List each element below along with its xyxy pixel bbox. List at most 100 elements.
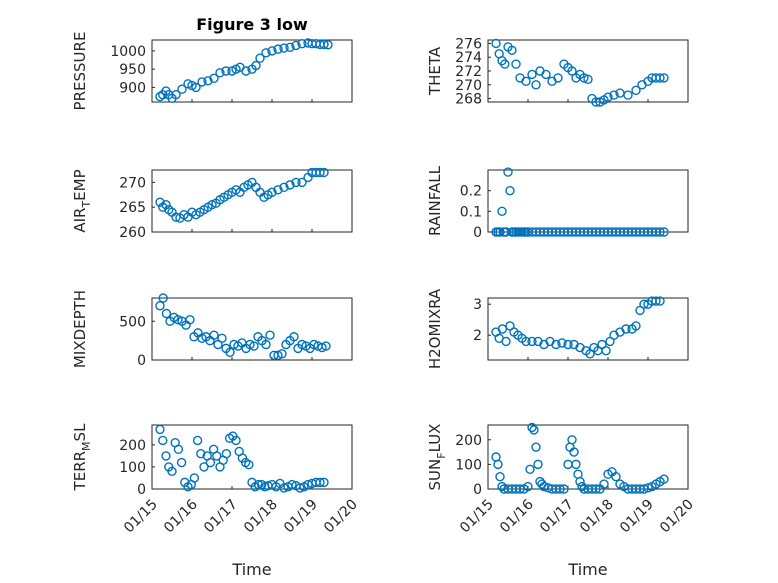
data-point bbox=[225, 347, 235, 357]
data-point bbox=[601, 346, 611, 356]
data-point bbox=[557, 338, 567, 348]
data-point bbox=[203, 76, 213, 86]
data-point bbox=[192, 435, 203, 446]
data-point bbox=[659, 73, 669, 83]
data-point bbox=[521, 336, 531, 347]
data-point bbox=[559, 484, 569, 494]
x-tick-label: 01/18 bbox=[241, 497, 281, 537]
y-tick-label: 2 bbox=[473, 328, 482, 344]
data-point bbox=[285, 180, 295, 190]
data-point bbox=[171, 90, 181, 100]
data-point bbox=[161, 308, 172, 319]
subplot-8: 0 100 200 SUNFLUX bbox=[426, 422, 689, 498]
data-point bbox=[507, 45, 517, 56]
data-point bbox=[251, 60, 261, 71]
data-point bbox=[215, 68, 225, 78]
y-tick-label: 272 bbox=[455, 64, 482, 80]
data-point bbox=[287, 479, 297, 490]
data-point bbox=[176, 457, 187, 468]
data-point bbox=[527, 336, 537, 347]
data-point bbox=[567, 435, 577, 445]
y-tick-label: 268 bbox=[455, 92, 482, 108]
data-point bbox=[291, 40, 301, 51]
data-point bbox=[241, 66, 251, 76]
y-axis-label: TERRMSL bbox=[71, 423, 93, 492]
y-tick-label: 200 bbox=[119, 438, 146, 454]
subplot-3: 260 265 270 AIRTEMP bbox=[71, 167, 353, 241]
axes-box bbox=[487, 39, 689, 103]
data-point bbox=[244, 460, 254, 470]
data-point bbox=[501, 336, 511, 347]
data-point bbox=[155, 301, 165, 311]
data-point bbox=[531, 442, 541, 452]
data-point bbox=[497, 481, 507, 492]
y-tick-label: 1000 bbox=[110, 44, 146, 60]
x-tick-label: 01/15 bbox=[121, 497, 161, 537]
y-tick-label: 0 bbox=[473, 225, 482, 241]
data-point bbox=[267, 46, 277, 56]
data-point bbox=[297, 38, 307, 49]
data-point bbox=[495, 471, 505, 482]
data-point bbox=[285, 42, 295, 52]
x-axis-label: Time bbox=[567, 560, 607, 579]
x-tick-label: 01/19 bbox=[617, 497, 657, 537]
data-point bbox=[541, 69, 551, 80]
y-tick-label: 200 bbox=[455, 433, 482, 449]
y-tick-label: 3 bbox=[473, 297, 482, 313]
data-point bbox=[569, 447, 579, 457]
data-point bbox=[279, 43, 289, 53]
data-point bbox=[297, 177, 307, 188]
axes-box bbox=[151, 297, 353, 361]
subplot-6: 2 3 H2OMIXRA bbox=[426, 288, 689, 369]
x-tick-label: 01/16 bbox=[497, 496, 537, 536]
data-point bbox=[529, 425, 539, 435]
y-tick-label: 0.1 bbox=[460, 204, 482, 220]
y-tick-label: 260 bbox=[119, 225, 146, 241]
y-axis-label: AIRTEMP bbox=[71, 169, 93, 232]
data-point bbox=[577, 481, 587, 492]
x-tick-label: 01/17 bbox=[537, 497, 577, 537]
data-point bbox=[167, 466, 177, 477]
data-point bbox=[491, 38, 501, 49]
subplot-4: 0 0.1 0.2 RAINFALL bbox=[426, 165, 689, 241]
data-point bbox=[659, 474, 669, 484]
data-point bbox=[189, 473, 200, 483]
data-point bbox=[177, 84, 187, 94]
data-point bbox=[267, 187, 277, 198]
y-axis-label: SUNFLUX bbox=[426, 424, 448, 491]
data-point bbox=[279, 182, 289, 193]
y-axis-label: PRESSURE bbox=[71, 32, 89, 111]
data-point bbox=[319, 39, 329, 50]
data-point bbox=[319, 477, 329, 488]
data-point bbox=[209, 73, 219, 83]
data-point bbox=[212, 451, 222, 461]
subplot-1: 900 950 1000 PRESSURE bbox=[71, 32, 353, 111]
x-tick-label: 01/15 bbox=[457, 497, 497, 537]
data-point bbox=[571, 459, 581, 470]
data-point bbox=[567, 66, 577, 76]
y-tick-label: 900 bbox=[119, 80, 146, 96]
data-point bbox=[171, 212, 181, 222]
x-axis-label: Time bbox=[231, 560, 271, 579]
subplot-7: 0 100 200 TERRMSL bbox=[71, 423, 353, 498]
data-point bbox=[623, 90, 633, 100]
data-point bbox=[295, 483, 305, 493]
y-tick-label: 265 bbox=[119, 200, 146, 216]
y-axis-label: MIXDEPTH bbox=[71, 290, 89, 368]
x-tick-label: 01/19 bbox=[281, 497, 321, 537]
data-point bbox=[249, 341, 259, 351]
data-point bbox=[631, 85, 641, 95]
data-point bbox=[253, 479, 264, 490]
data-point bbox=[199, 462, 209, 472]
data-point bbox=[289, 332, 299, 342]
data-point bbox=[527, 69, 537, 80]
data-point bbox=[555, 484, 565, 494]
data-point bbox=[321, 341, 331, 351]
data-point bbox=[609, 90, 619, 100]
data-point bbox=[503, 167, 513, 177]
data-point bbox=[621, 324, 631, 334]
x-tick-label: 01/17 bbox=[201, 497, 241, 537]
data-point bbox=[279, 483, 289, 493]
data-point bbox=[161, 200, 171, 210]
